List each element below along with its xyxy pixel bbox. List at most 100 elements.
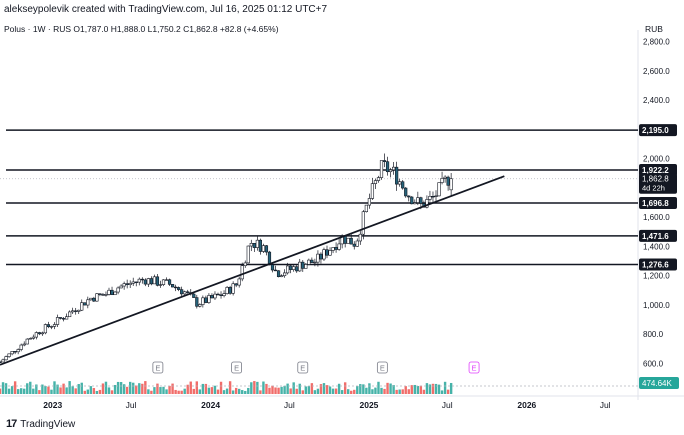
candle-body bbox=[219, 294, 223, 296]
volume-bar bbox=[26, 383, 29, 394]
candle-body bbox=[10, 351, 14, 355]
candle-body bbox=[243, 262, 247, 266]
volume-bar bbox=[141, 383, 144, 394]
candle-body bbox=[71, 310, 75, 313]
candle-body bbox=[413, 202, 417, 205]
level-label-box bbox=[639, 229, 677, 242]
volume-bar bbox=[443, 381, 447, 394]
candle-body bbox=[77, 309, 81, 312]
candle-body bbox=[155, 276, 160, 286]
x-tick-label: 2024 bbox=[201, 400, 220, 410]
candle-body bbox=[228, 287, 232, 294]
candle-body bbox=[83, 302, 87, 306]
volume-bar bbox=[107, 387, 111, 394]
candle-body bbox=[128, 282, 132, 285]
candle-body bbox=[382, 160, 387, 162]
volume-bar bbox=[328, 386, 332, 394]
volume-bar bbox=[431, 383, 435, 394]
level-label-text: 1,922.2 bbox=[642, 166, 669, 175]
candle-body bbox=[49, 326, 54, 328]
volume-bar bbox=[98, 389, 102, 394]
volume-bar bbox=[104, 381, 108, 394]
candle-body bbox=[364, 204, 368, 213]
candle-body bbox=[201, 297, 205, 305]
volume-bar bbox=[13, 381, 17, 394]
earnings-marker-box[interactable] bbox=[231, 361, 243, 374]
last-price-label-box bbox=[639, 173, 677, 194]
volume-bar bbox=[210, 387, 214, 394]
volume-label: 474.64K bbox=[642, 379, 672, 388]
candle-body bbox=[86, 299, 90, 306]
candle-body bbox=[134, 281, 138, 284]
horizontal-levels[interactable] bbox=[0, 129, 638, 266]
volume-bar bbox=[56, 384, 59, 394]
volume-bar bbox=[265, 383, 268, 394]
volume-bar bbox=[346, 389, 350, 394]
volume-bar bbox=[325, 385, 329, 394]
candle-body bbox=[174, 286, 178, 289]
volume-bar bbox=[277, 387, 280, 394]
volume-bar bbox=[407, 389, 410, 394]
volume-bar bbox=[446, 389, 450, 394]
earnings-marker-box[interactable] bbox=[468, 361, 480, 374]
volume-bar bbox=[310, 383, 314, 394]
volume-bar bbox=[228, 381, 232, 394]
volume-bar bbox=[180, 390, 183, 394]
candle-body bbox=[198, 304, 202, 307]
earnings-marker-label: E bbox=[234, 364, 239, 373]
candlesticks bbox=[0, 153, 453, 364]
volume-bar bbox=[362, 384, 365, 394]
candle-body bbox=[7, 353, 11, 357]
tradingview-brand[interactable]: 17 TradingView bbox=[6, 418, 75, 430]
volume-bar bbox=[410, 385, 413, 394]
candle-body bbox=[376, 177, 381, 181]
volume-bar bbox=[404, 386, 407, 394]
volume-bar bbox=[359, 384, 362, 394]
earnings-marker-label: E bbox=[472, 364, 477, 373]
candle-body bbox=[58, 317, 63, 319]
trendline-line[interactable] bbox=[0, 175, 505, 366]
volume-bar bbox=[59, 387, 62, 394]
y-tick-label: 1,400.0 bbox=[643, 242, 670, 251]
volume-bar bbox=[301, 390, 304, 394]
volume-bar bbox=[268, 387, 271, 394]
volume-bar bbox=[192, 388, 195, 394]
candle-body bbox=[367, 198, 371, 206]
volume-bar bbox=[38, 390, 41, 394]
candle-body bbox=[270, 264, 275, 271]
candle-body bbox=[125, 283, 129, 285]
candle-body bbox=[395, 166, 399, 185]
y-tick-label: 2,600.0 bbox=[643, 67, 670, 76]
earnings-marker-box[interactable] bbox=[152, 361, 164, 374]
candle-body bbox=[104, 294, 108, 296]
candle-body bbox=[358, 233, 362, 242]
trendline[interactable] bbox=[0, 175, 505, 366]
x-tick-label: Jul bbox=[284, 400, 295, 410]
volume-bar bbox=[283, 385, 286, 394]
volume-bar bbox=[128, 381, 132, 394]
volume-bar bbox=[262, 381, 265, 394]
symbol-legend[interactable]: Polus · 1W · RUS O1,787.0 H1,888.0 L1,75… bbox=[4, 24, 279, 34]
last-price-label: 1,862.8 bbox=[642, 175, 669, 184]
earnings-marker-box[interactable] bbox=[297, 361, 309, 374]
volume-bar bbox=[80, 382, 83, 394]
volume-bar bbox=[74, 388, 77, 394]
candle-body bbox=[361, 211, 365, 235]
volume-bar bbox=[280, 386, 283, 394]
candle-body bbox=[113, 291, 117, 296]
candle-body bbox=[298, 261, 302, 272]
volume-bar bbox=[50, 389, 53, 394]
volume-bar bbox=[29, 381, 32, 394]
candle-body bbox=[170, 284, 175, 288]
volume-bar bbox=[135, 385, 138, 394]
candle-body bbox=[310, 259, 314, 263]
candle-body bbox=[74, 310, 78, 312]
earnings-marker-box[interactable] bbox=[376, 361, 388, 374]
volume-bar bbox=[256, 381, 259, 394]
candle-body bbox=[180, 289, 184, 295]
volume-bar bbox=[356, 386, 359, 394]
earnings-marker-label: E bbox=[300, 364, 305, 373]
